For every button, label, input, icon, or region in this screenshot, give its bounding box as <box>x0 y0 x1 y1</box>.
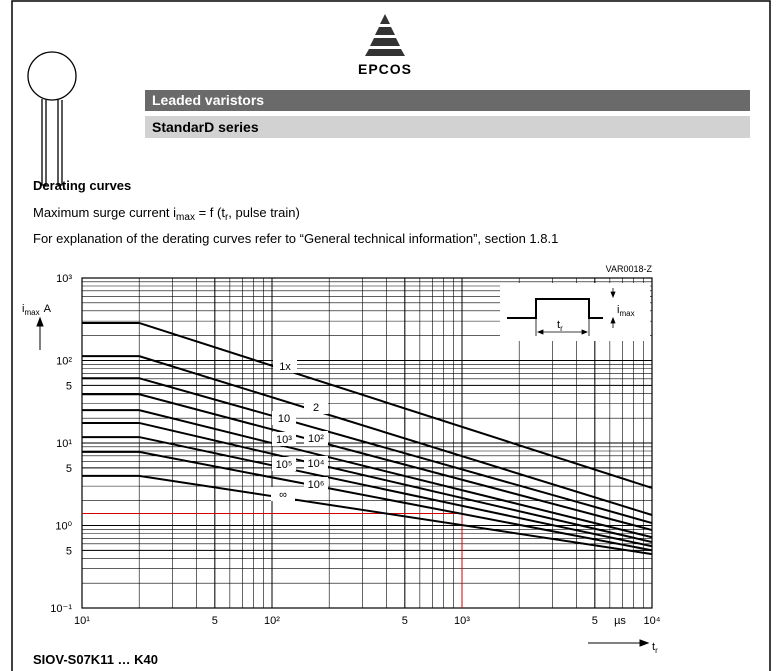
derating-curve <box>82 393 653 532</box>
curve-label: 10⁵ <box>276 459 293 471</box>
x-tick-label: 10¹ <box>74 615 90 627</box>
x-tick-label: 5 <box>402 615 408 627</box>
x-tick-label: 5 <box>212 615 218 627</box>
x-unit: µs <box>614 615 626 627</box>
derating-curve <box>82 436 653 548</box>
x-tick-label: 10² <box>264 615 280 627</box>
text-run: Maximum surge current i <box>33 205 176 220</box>
subscript: max <box>24 308 39 317</box>
curve-label: 10⁶ <box>308 479 325 491</box>
footer: SIOV-S07K11 … K40 <box>33 652 158 667</box>
y-axis-arrow <box>36 316 44 350</box>
curve-label: 10² <box>308 433 324 445</box>
varistor-icon <box>27 51 77 186</box>
inset-dimension <box>535 288 616 336</box>
symbol: i <box>22 303 24 315</box>
curve-label-background <box>304 456 328 470</box>
derating-curve <box>82 321 653 489</box>
curve-label-background <box>304 477 328 491</box>
derating-curve <box>82 377 653 525</box>
section-heading: Derating curves <box>33 178 131 193</box>
logo-mark <box>365 14 405 56</box>
inset-height-label: imax <box>617 304 635 318</box>
x-tick-label: 10⁴ <box>644 615 661 627</box>
curve-label-background <box>271 487 295 501</box>
symbol: t <box>652 641 655 653</box>
curve-label-background <box>272 457 296 471</box>
curve-label: 1x <box>279 361 291 373</box>
y-tick-label: 10⁻¹ <box>50 603 72 615</box>
curve-label: 10 <box>278 413 290 425</box>
subscript: max <box>176 212 195 223</box>
derating-curve <box>82 409 653 539</box>
subseries-bar <box>145 116 750 138</box>
curve-label-background <box>304 400 328 414</box>
y-tick-label: 10¹ <box>56 438 72 450</box>
subscript: r <box>655 646 658 655</box>
product-family: Leaded varistors <box>152 92 264 108</box>
y-axis-label: imax A <box>22 303 52 317</box>
chart: 10¹ 5 10² 5 10³ 5 10⁴10⁻¹510⁰510¹510²10³trimax… <box>22 264 661 655</box>
x-tick-label: 5 <box>592 615 598 627</box>
symbol: i <box>617 304 619 316</box>
logo-text: EPCOS <box>358 61 412 77</box>
series-bar <box>145 90 750 111</box>
x-axis-arrow <box>588 639 650 647</box>
derating-curve <box>82 474 653 556</box>
y-tick-label: 5 <box>66 463 72 475</box>
subscript: max <box>619 309 634 318</box>
pulse-shape <box>507 298 603 319</box>
y-tick-label: 10⁰ <box>55 521 72 533</box>
curve-label-background <box>273 359 297 373</box>
text-run: , pulse train) <box>228 205 300 220</box>
x-tick-label: 10³ <box>454 615 470 627</box>
subscript: r <box>560 324 563 333</box>
curve-label: ∞ <box>279 489 287 501</box>
y-tick-label: 10² <box>56 356 72 368</box>
curve-label: 2 <box>313 402 319 414</box>
text-run: = f (t <box>195 205 225 220</box>
symbol: t <box>557 319 560 331</box>
inset-background <box>500 283 650 341</box>
derating-curve <box>82 450 653 552</box>
y-tick-label: 5 <box>66 380 72 392</box>
curve-label-background <box>272 432 296 446</box>
x-axis-label: tr <box>652 641 658 655</box>
curve-label-background <box>272 411 296 425</box>
derating-curve <box>82 421 653 544</box>
inset-width-label: tr <box>557 319 563 333</box>
subscript: r <box>225 212 229 223</box>
chart-code: VAR0018-Z <box>606 264 653 274</box>
curve-label: 10⁴ <box>308 458 325 470</box>
plot-frame <box>81 277 653 609</box>
curve-label: 10³ <box>276 434 292 446</box>
product-series: StandarD series <box>152 119 259 135</box>
note: For explanation of the derating curves r… <box>33 231 558 246</box>
unit: A <box>44 303 52 315</box>
y-tick-label: 10³ <box>56 273 72 285</box>
description: Maximum surge current imax = f (tr, puls… <box>33 205 300 223</box>
y-tick-label: 5 <box>66 545 72 557</box>
curve-label-background <box>304 431 328 445</box>
derating-curve <box>82 355 653 516</box>
